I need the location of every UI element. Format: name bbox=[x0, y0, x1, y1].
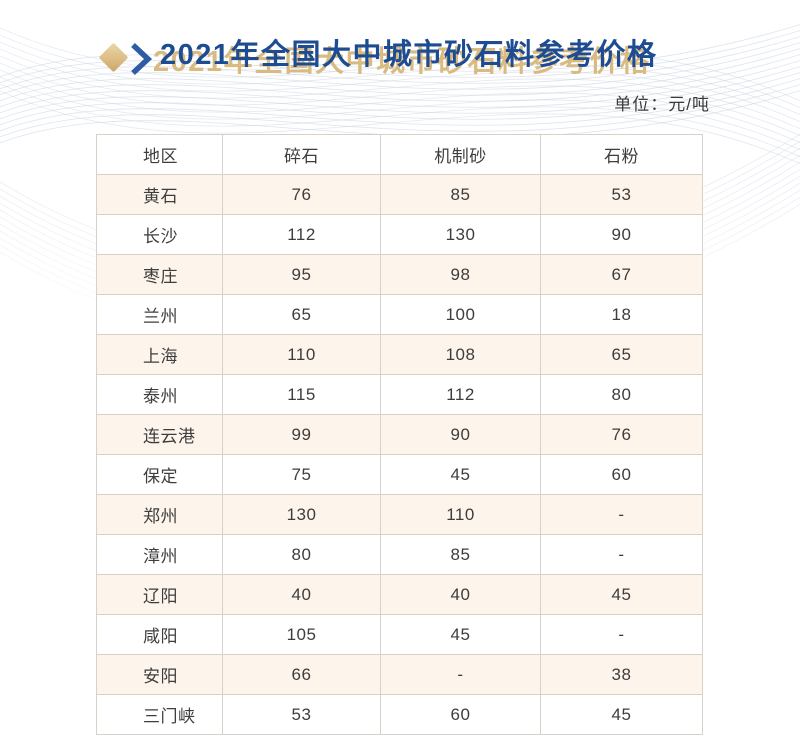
value-cell: 108 bbox=[380, 334, 541, 375]
value-cell: 95 bbox=[222, 254, 381, 295]
table-row: 泰州 115 112 80 bbox=[96, 374, 703, 415]
table-row: 郑州 130 110- bbox=[96, 494, 703, 535]
value-cell: 130 bbox=[222, 494, 381, 535]
column-header-region: 地区 bbox=[96, 134, 223, 175]
value-cell: 45 bbox=[380, 614, 541, 655]
table-row: 连云港 99 90 76 bbox=[96, 414, 703, 455]
region-cell: 黄石 bbox=[96, 174, 223, 215]
table-row: 保定 75 45 60 bbox=[96, 454, 703, 495]
chevron-right-icon bbox=[131, 42, 153, 76]
value-cell: 18 bbox=[540, 294, 703, 335]
value-cell: 60 bbox=[540, 454, 703, 495]
column-header-stone-powder: 石粉 bbox=[540, 134, 703, 175]
table-row: 咸阳 105 45- bbox=[96, 614, 703, 655]
table-row: 兰州 65 100 18 bbox=[96, 294, 703, 335]
value-cell: 53 bbox=[222, 694, 381, 735]
diamond-icon bbox=[98, 42, 129, 73]
value-cell: 60 bbox=[380, 694, 541, 735]
value-cell: 99 bbox=[222, 414, 381, 455]
region-cell: 上海 bbox=[96, 334, 223, 375]
value-cell: 110 bbox=[222, 334, 381, 375]
value-cell: 110 bbox=[380, 494, 541, 535]
value-cell: 45 bbox=[540, 694, 703, 735]
region-cell: 三门峡 bbox=[96, 694, 223, 735]
column-header-crushed-stone: 碎石 bbox=[222, 134, 381, 175]
table-row: 辽阳 40 40 45 bbox=[96, 574, 703, 615]
value-cell: 45 bbox=[540, 574, 703, 615]
region-cell: 漳州 bbox=[96, 534, 223, 575]
value-cell: 115 bbox=[222, 374, 381, 415]
value-cell: - bbox=[540, 534, 703, 575]
table-row: 三门峡 53 60 45 bbox=[96, 694, 703, 735]
value-cell: - bbox=[540, 614, 703, 655]
value-cell: 45 bbox=[380, 454, 541, 495]
table-row: 长沙 112 130 90 bbox=[96, 214, 703, 255]
value-cell: 112 bbox=[222, 214, 381, 255]
region-cell: 安阳 bbox=[96, 654, 223, 695]
table-row: 安阳 66-38 bbox=[96, 654, 703, 695]
value-cell: 38 bbox=[540, 654, 703, 695]
table-row: 枣庄 95 98 67 bbox=[96, 254, 703, 295]
column-header-machine-sand: 机制砂 bbox=[380, 134, 541, 175]
value-cell: 130 bbox=[380, 214, 541, 255]
price-table: 地区 碎石 机制砂 石粉 黄石 76 85 53 长沙 112 130 90 枣庄 95 98 67 兰… bbox=[96, 134, 703, 735]
value-cell: 85 bbox=[380, 534, 541, 575]
region-cell: 长沙 bbox=[96, 214, 223, 255]
value-cell: 76 bbox=[222, 174, 381, 215]
table-row: 上海 110 108 65 bbox=[96, 334, 703, 375]
value-cell: 66 bbox=[222, 654, 381, 695]
value-cell: 53 bbox=[540, 174, 703, 215]
region-cell: 郑州 bbox=[96, 494, 223, 535]
table-row: 漳州 80 85- bbox=[96, 534, 703, 575]
table-header-row: 地区 碎石 机制砂 石粉 bbox=[96, 134, 703, 175]
region-cell: 辽阳 bbox=[96, 574, 223, 615]
page-title: 2021年全国大中城市砂石料参考价格 bbox=[160, 39, 658, 71]
value-cell: 40 bbox=[380, 574, 541, 615]
value-cell: 65 bbox=[222, 294, 381, 335]
table-row: 黄石 76 85 53 bbox=[96, 174, 703, 215]
value-cell: 105 bbox=[222, 614, 381, 655]
value-cell: 90 bbox=[540, 214, 703, 255]
region-cell: 保定 bbox=[96, 454, 223, 495]
value-cell: 40 bbox=[222, 574, 381, 615]
region-cell: 咸阳 bbox=[96, 614, 223, 655]
value-cell: 80 bbox=[222, 534, 381, 575]
value-cell: 98 bbox=[380, 254, 541, 295]
region-cell: 泰州 bbox=[96, 374, 223, 415]
value-cell: 80 bbox=[540, 374, 703, 415]
value-cell: - bbox=[540, 494, 703, 535]
value-cell: 67 bbox=[540, 254, 703, 295]
value-cell: - bbox=[380, 654, 541, 695]
header: 2021年全国大中城市砂石料参考价格 2021年全国大中城市砂石料参考价格 单位… bbox=[0, 0, 800, 134]
value-cell: 75 bbox=[222, 454, 381, 495]
region-cell: 枣庄 bbox=[96, 254, 223, 295]
region-cell: 连云港 bbox=[96, 414, 223, 455]
region-cell: 兰州 bbox=[96, 294, 223, 335]
table-body: 黄石 76 85 53 长沙 112 130 90 枣庄 95 98 67 兰州 65 100 18 上海 110… bbox=[96, 174, 703, 735]
value-cell: 76 bbox=[540, 414, 703, 455]
value-cell: 85 bbox=[380, 174, 541, 215]
unit-label: 单位：元/吨 bbox=[614, 95, 710, 114]
value-cell: 65 bbox=[540, 334, 703, 375]
value-cell: 112 bbox=[380, 374, 541, 415]
value-cell: 90 bbox=[380, 414, 541, 455]
value-cell: 100 bbox=[380, 294, 541, 335]
